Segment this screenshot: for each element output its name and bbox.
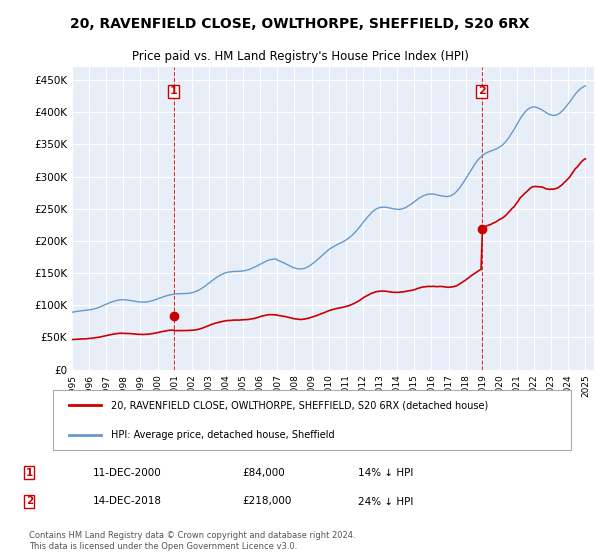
FancyBboxPatch shape bbox=[53, 390, 571, 450]
Text: 14% ↓ HPI: 14% ↓ HPI bbox=[358, 468, 413, 478]
Text: £218,000: £218,000 bbox=[242, 497, 292, 506]
Text: 24% ↓ HPI: 24% ↓ HPI bbox=[358, 497, 413, 506]
Text: 1: 1 bbox=[170, 86, 178, 96]
Text: 11-DEC-2000: 11-DEC-2000 bbox=[92, 468, 161, 478]
Text: 2: 2 bbox=[478, 86, 486, 96]
Text: £84,000: £84,000 bbox=[242, 468, 285, 478]
Text: Price paid vs. HM Land Registry's House Price Index (HPI): Price paid vs. HM Land Registry's House … bbox=[131, 50, 469, 63]
Text: 14-DEC-2018: 14-DEC-2018 bbox=[92, 497, 161, 506]
Text: Contains HM Land Registry data © Crown copyright and database right 2024.
This d: Contains HM Land Registry data © Crown c… bbox=[29, 531, 356, 550]
Text: 20, RAVENFIELD CLOSE, OWLTHORPE, SHEFFIELD, S20 6RX (detached house): 20, RAVENFIELD CLOSE, OWLTHORPE, SHEFFIE… bbox=[112, 400, 488, 410]
Text: 1: 1 bbox=[26, 468, 33, 478]
Text: 20, RAVENFIELD CLOSE, OWLTHORPE, SHEFFIELD, S20 6RX: 20, RAVENFIELD CLOSE, OWLTHORPE, SHEFFIE… bbox=[70, 17, 530, 31]
Text: HPI: Average price, detached house, Sheffield: HPI: Average price, detached house, Shef… bbox=[112, 430, 335, 440]
Text: 2: 2 bbox=[26, 497, 33, 506]
